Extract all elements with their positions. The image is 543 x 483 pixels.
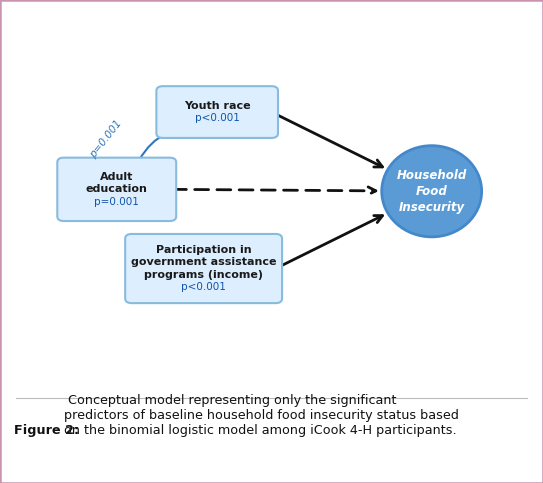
Text: Food: Food (416, 185, 447, 198)
FancyBboxPatch shape (125, 234, 282, 303)
Text: education: education (86, 185, 148, 194)
Text: Insecurity: Insecurity (399, 201, 465, 214)
Text: Conceptual model representing only the significant
predictors of baseline househ: Conceptual model representing only the s… (64, 394, 459, 437)
Text: programs (income): programs (income) (144, 270, 263, 280)
Text: Household: Household (396, 169, 467, 182)
Text: p<0.001: p<0.001 (195, 113, 239, 123)
Text: Participation in: Participation in (156, 245, 251, 255)
Text: p=0.001: p=0.001 (94, 197, 139, 207)
Text: Figure 2:: Figure 2: (14, 424, 79, 437)
Ellipse shape (382, 146, 482, 237)
Text: Youth race: Youth race (184, 101, 250, 111)
Text: p<0.001: p<0.001 (181, 282, 226, 292)
FancyBboxPatch shape (156, 86, 278, 138)
FancyBboxPatch shape (58, 157, 176, 221)
Text: government assistance: government assistance (131, 257, 276, 268)
Text: Adult: Adult (100, 172, 134, 182)
Text: p=0.001: p=0.001 (88, 118, 124, 160)
